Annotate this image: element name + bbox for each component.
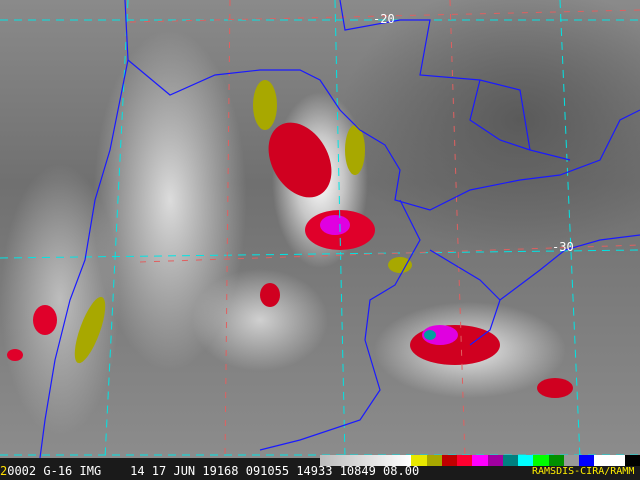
credit-label: RAMSDIS-CIRA/RAMM	[532, 466, 635, 477]
satellite: G-16	[43, 464, 73, 478]
time: 091055	[245, 464, 290, 478]
latitude-label-20s: -20	[373, 12, 395, 26]
element: 10849	[339, 464, 376, 478]
resolution: 08.00	[383, 464, 420, 478]
country-borders	[39, 0, 640, 458]
product: IMG	[79, 464, 102, 478]
line: 14933	[296, 464, 333, 478]
map-overlay	[0, 0, 640, 458]
date: 17 JUN 19168	[151, 464, 239, 478]
frame-number: 2	[0, 464, 8, 478]
latitude-label-30s: -30	[552, 240, 574, 254]
convection-cells	[7, 80, 573, 398]
enhancement-color-bar	[320, 455, 640, 466]
sequence: 0002	[7, 464, 37, 478]
latlon-grid-alt	[129, 0, 640, 458]
band: 14	[130, 464, 145, 478]
image-header-text: 20002 G-16 IMG 14 17 JUN 19168 091055 14…	[0, 464, 419, 478]
